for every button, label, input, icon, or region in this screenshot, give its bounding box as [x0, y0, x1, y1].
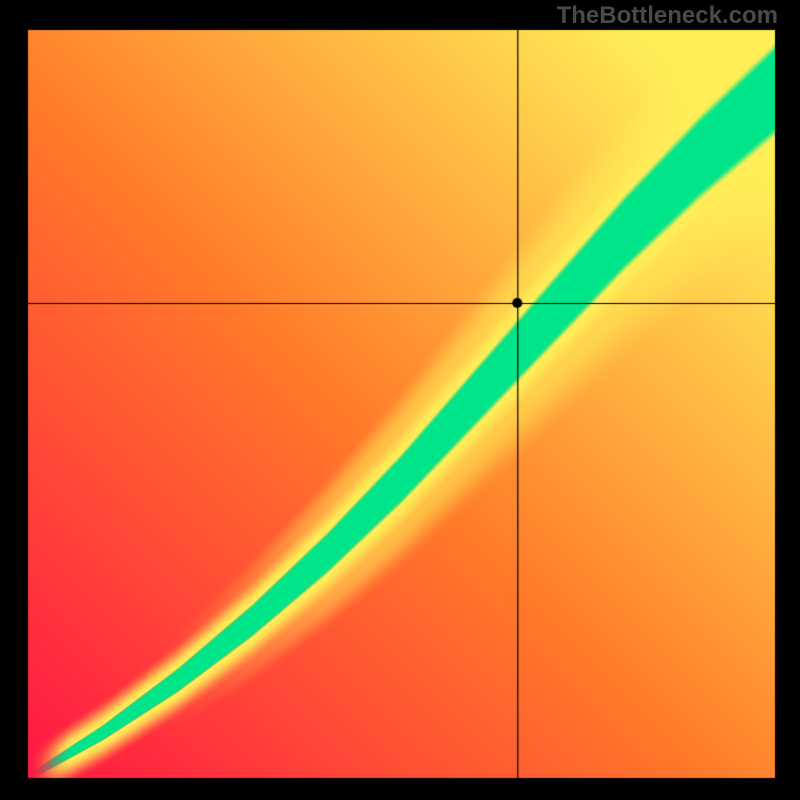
- watermark-text: TheBottleneck.com: [557, 2, 778, 30]
- bottleneck-heatmap: [0, 0, 800, 800]
